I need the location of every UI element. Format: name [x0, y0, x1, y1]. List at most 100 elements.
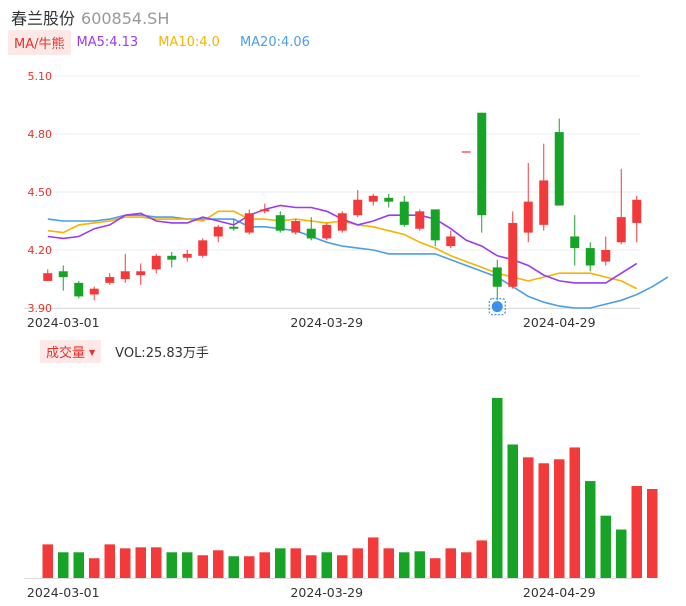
date-tick-label: 2024-03-01: [27, 585, 100, 600]
candle-body: [275, 215, 285, 231]
volume-bar: [647, 488, 658, 578]
candle-body: [492, 267, 502, 287]
candle: [322, 222, 332, 241]
volume-bar: [42, 544, 53, 578]
price-grid: [24, 75, 640, 309]
candle: [384, 193, 394, 208]
price-tick-label: 4.80: [28, 128, 53, 141]
candle-body: [446, 236, 456, 247]
volume-bar: [135, 547, 146, 578]
candle: [508, 211, 518, 289]
volume-bar: [476, 540, 487, 578]
event-marker[interactable]: [488, 298, 506, 316]
volume-bar: [89, 558, 100, 578]
candle: [182, 250, 192, 262]
candle: [120, 253, 130, 283]
volume-date-axis: 2024-03-01 2024-03-29 2024-04-29: [27, 585, 596, 600]
ma20-line: [47, 214, 669, 309]
volume-bar: [461, 552, 472, 578]
candle-body: [182, 253, 192, 258]
candle-body: [601, 250, 611, 262]
volume-bar: [616, 529, 627, 578]
volume-bar: [600, 515, 611, 578]
candle-body: [353, 199, 363, 216]
volume-bar: [151, 547, 162, 578]
dropdown-triangle-icon: ▼: [89, 347, 96, 357]
candle-body: [554, 132, 564, 206]
candle-body: [120, 271, 130, 279]
candle-body: [461, 151, 471, 153]
date-tick-label: 2024-03-29: [290, 315, 363, 330]
volume-bar: [399, 552, 410, 578]
candle: [213, 224, 223, 243]
ma20-legend-label: MA20:4.06: [239, 34, 310, 50]
candle-body: [430, 209, 440, 241]
candle: [523, 163, 533, 243]
volume-selector-tab[interactable]: 成交量 ▼: [40, 339, 102, 363]
volume-bar: [523, 457, 534, 578]
candle: [632, 195, 642, 243]
candle-body: [43, 273, 53, 281]
candle: [461, 151, 471, 153]
candle: [43, 269, 53, 281]
candle-body: [213, 226, 223, 237]
candle-body: [384, 197, 394, 202]
candle-body: [167, 255, 177, 260]
stock-name: 春兰股份: [11, 9, 76, 28]
candle-body: [477, 112, 487, 216]
candlesticks: [43, 112, 642, 301]
price-tick-label: 5.10: [28, 70, 53, 83]
volume-bar: [492, 398, 503, 578]
candle-body: [508, 222, 518, 287]
volume-bar: [321, 552, 332, 578]
volume-bar: [275, 548, 286, 578]
ma5-legend-label: MA5:4.13: [76, 34, 139, 50]
candle-body: [399, 201, 409, 225]
volume-bar: [414, 551, 425, 578]
marker-frame: [488, 298, 506, 316]
candle: [198, 238, 208, 258]
volume-bar: [352, 548, 363, 578]
candle: [306, 217, 316, 241]
volume-value: VOL:25.83万手: [115, 345, 209, 361]
volume-legend: 成交量 ▼ VOL:25.83万手: [40, 339, 209, 363]
volume-bar: [244, 556, 255, 578]
candle-body: [523, 201, 533, 233]
volume-bar: [337, 555, 348, 578]
candle: [399, 195, 409, 227]
candle-body: [616, 217, 626, 243]
candle-body: [291, 221, 301, 233]
candle-body: [58, 271, 68, 278]
candle: [244, 209, 254, 235]
candle: [446, 230, 456, 249]
ma-selector-tab[interactable]: MA/牛熊: [8, 29, 71, 55]
date-tick-label: 2024-04-29: [523, 585, 596, 600]
stock-title: 春兰股份 600854.SH: [11, 5, 169, 29]
candle-body: [260, 209, 270, 212]
candle: [167, 251, 177, 268]
ma10-legend-label: MA10:4.0: [158, 34, 220, 50]
candle-body: [74, 282, 84, 297]
volume-bar: [73, 552, 84, 578]
candle-body: [585, 248, 595, 266]
candle-body: [337, 213, 347, 231]
volume-bar: [120, 548, 131, 578]
candle-body: [322, 224, 332, 239]
marker-dot-icon: [491, 301, 503, 313]
candle-body: [151, 255, 161, 270]
volume-bar: [538, 463, 549, 578]
candle: [229, 219, 239, 231]
candle: [430, 209, 440, 247]
volume-bar: [259, 552, 270, 578]
volume-bar: [507, 444, 518, 578]
volume-bar: [197, 555, 208, 578]
candle: [353, 190, 363, 218]
volume-tab-label: 成交量: [46, 345, 86, 361]
candle-body: [539, 180, 549, 225]
volume-bars: [24, 398, 658, 579]
date-tick-label: 2024-04-29: [523, 315, 596, 330]
volume-bar: [430, 558, 441, 578]
volume-bar: [554, 459, 565, 578]
candle: [415, 209, 425, 231]
